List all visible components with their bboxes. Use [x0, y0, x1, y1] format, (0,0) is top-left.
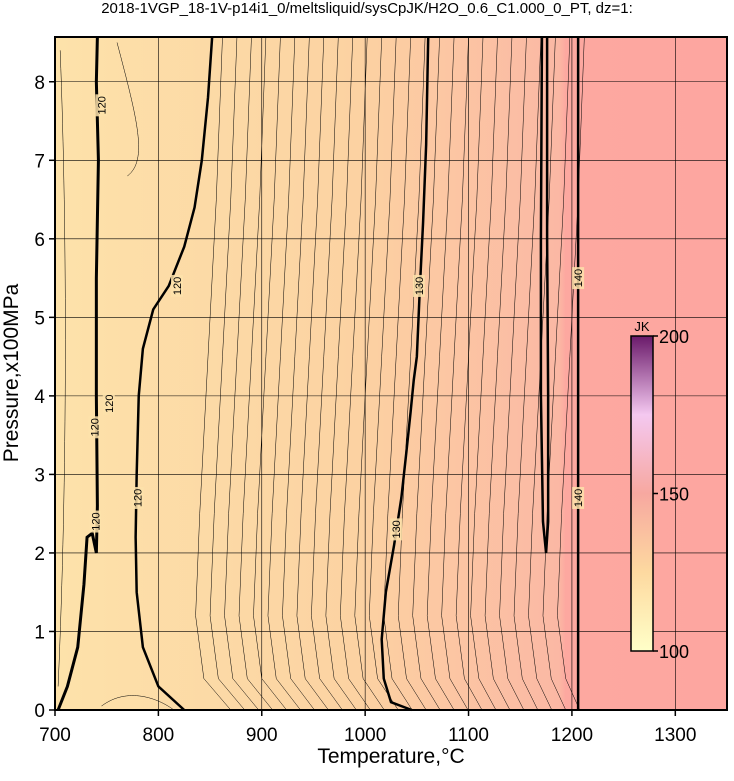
minor-contour [267, 36, 301, 711]
contour-label: 130 [414, 277, 426, 295]
x-tick-label: 1100 [448, 725, 489, 746]
contour-line [134, 36, 214, 711]
x-tick-label: 1200 [551, 725, 593, 746]
minor-contour [296, 36, 329, 711]
y-axis-label: Pressure,x100MPa [0, 283, 23, 462]
minor-contour [369, 36, 399, 711]
contour-label-bg [170, 274, 183, 297]
contour-label: 130 [391, 520, 403, 538]
x-axis-label: Temperature,°C [317, 745, 464, 768]
y-tick-label: 1 [34, 622, 45, 643]
contour-label: 120 [97, 96, 109, 114]
x-tick-label: 800 [143, 725, 175, 746]
minor-contour [282, 36, 315, 711]
contour-label-bg [572, 486, 585, 509]
colorbar-label: JK [634, 319, 650, 334]
minor-contour [340, 36, 371, 711]
contour-line [539, 36, 550, 554]
contour-label-bg [102, 392, 115, 415]
colorbar-tick-label: 150 [659, 485, 689, 505]
x-tick-label: 700 [39, 725, 71, 746]
y-tick-label: 8 [34, 73, 45, 94]
minor-contour [311, 36, 343, 711]
y-tick-label: 5 [34, 308, 45, 329]
minor-contour [441, 36, 469, 711]
contour-label-bg [390, 518, 403, 541]
minor-contour [412, 36, 441, 711]
colorbar [630, 335, 654, 652]
minor-contour [499, 36, 527, 711]
y-tick-label: 0 [34, 701, 45, 722]
contour-label-bg [95, 94, 108, 117]
minor-contour [101, 695, 175, 711]
minor-contour [455, 36, 484, 711]
minor-contour [426, 36, 455, 711]
minor-contour [513, 36, 542, 711]
minor-contour [195, 36, 231, 711]
y-tick-label: 4 [34, 387, 45, 408]
minor-contour [209, 36, 245, 711]
minor-contour [484, 36, 513, 711]
contour-label-bg [412, 274, 425, 297]
y-tick-label: 3 [34, 465, 45, 486]
minor-contour [383, 36, 413, 711]
contour-label: 120 [90, 512, 102, 530]
x-tick-label: 1300 [654, 725, 696, 746]
contour-label-bg [89, 510, 102, 533]
colorbar-tick-label: 100 [659, 642, 689, 662]
minor-contour [528, 36, 556, 711]
contour-label: 120 [172, 277, 184, 295]
contour-label: 140 [573, 269, 585, 287]
y-tick-label: 2 [34, 544, 45, 565]
minor-contour [325, 36, 357, 711]
minor-contour [354, 36, 385, 711]
contour-label: 120 [89, 418, 101, 436]
chart-title: 2018-1VGP_18-1V-p14i1_0/meltsliquid/sysC… [101, 0, 633, 17]
contour-label: 120 [104, 395, 116, 413]
contour-label: 120 [133, 489, 145, 507]
minor-contour [57, 50, 66, 687]
contour-line [56, 36, 100, 711]
x-tick-label: 1000 [344, 725, 386, 746]
minor-contour [224, 36, 259, 711]
contour-label-bg [131, 486, 144, 509]
plot-background [55, 37, 727, 710]
plot-frame [54, 36, 728, 711]
y-tick-label: 6 [34, 230, 45, 251]
colorbar-tick-label: 200 [659, 327, 689, 347]
contour-line [380, 36, 430, 712]
contour-label: 140 [573, 489, 585, 507]
x-tick-label: 900 [246, 725, 278, 746]
minor-contour [116, 42, 139, 177]
contour-label-bg [572, 267, 585, 290]
minor-contour [238, 36, 273, 711]
minor-contour [470, 36, 498, 711]
y-tick-label: 7 [34, 151, 45, 172]
contour-label-bg [88, 416, 101, 439]
minor-contour [397, 36, 427, 711]
